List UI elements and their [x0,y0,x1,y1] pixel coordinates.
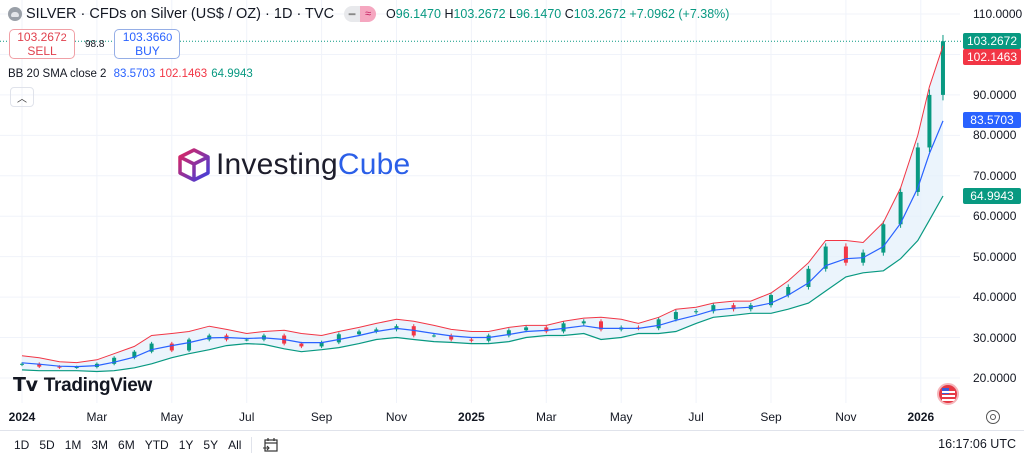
range-5d[interactable]: 5D [39,437,55,452]
us-flag-icon[interactable] [937,383,959,405]
candle [149,341,154,354]
calendar-icon[interactable] [262,436,280,454]
candle [694,309,699,315]
range-6m[interactable]: 6M [118,437,135,452]
candle [169,341,174,353]
gear-icon[interactable] [986,410,1000,424]
candle [673,309,678,322]
x-tick-label: 2025 [458,410,485,424]
bb-lower-tag: 64.9943 [963,188,1021,204]
candle [431,333,436,338]
candle [940,34,945,101]
bb-upper-line [21,45,944,364]
x-tick-label: 2024 [8,410,36,424]
bb-basis-tag: 83.5703 [963,112,1021,128]
x-tick-label: Nov [385,410,408,424]
buy-button[interactable]: 103.3660 BUY [114,29,181,59]
candle [806,265,811,290]
candle [187,337,192,353]
range-3m[interactable]: 3M [91,437,109,452]
range-1m[interactable]: 1M [64,437,82,452]
candle [469,337,474,343]
y-tick-label: 20.0000 [973,370,1017,385]
bottom-toolbar: 1D 5D 1M 3M 6M YTD 1Y 5Y All 16:17:06 UTC [0,430,1024,458]
candle [598,319,603,332]
x-tick-label: Mar [535,410,557,424]
candle [898,187,903,228]
candle [581,319,586,326]
tradingview-logo[interactable]: 𝗧𝘃 TradingView [13,374,153,397]
candle [823,243,828,272]
bb-basis-line [21,120,944,368]
candle [506,328,511,338]
candle [37,362,42,369]
x-tick-label: Jul [239,410,255,424]
y-tick-label: 90.0000 [973,87,1017,102]
investingcube-logo: Investing Cube [176,147,410,183]
y-tick-label: 30.0000 [973,330,1017,345]
range-all[interactable]: All [228,437,242,452]
x-tick-label: May [609,410,633,424]
range-selector: 1D 5D 1M 3M 6M YTD 1Y 5Y All [14,438,241,452]
candle [843,243,848,266]
sell-button[interactable]: 103.2672 SELL [9,29,75,59]
ohlc-values: O96.1470 H103.2672 L96.1470 C103.2672 +7… [386,7,730,21]
clock[interactable]: 16:17:06 UTC [938,437,1016,451]
change-value: +7.0962 (+7.38%) [629,7,730,21]
x-tick-label: Jul [688,410,704,424]
last-price-tag: 103.2672 [963,33,1021,49]
cube-icon [178,148,210,182]
candle [112,356,117,366]
candle [449,333,454,342]
candle [336,332,341,345]
legend-header: SILVER · CFDs on Silver (US$ / OZ) · 1D … [8,6,729,22]
candle [731,302,736,312]
candle [927,89,932,153]
candle [769,292,773,308]
candle [881,220,886,256]
x-tick-label: 2026 [907,410,935,424]
candle [656,317,661,331]
y-tick-label: 70.0000 [973,168,1017,183]
candle [319,340,324,349]
y-tick-label: 80.0000 [973,128,1017,143]
x-tick-label: Mar [86,410,108,424]
y-tick-label: 50.0000 [973,249,1017,264]
price-chart[interactable] [0,0,1024,430]
bb-upper-tag: 102.1463 [963,49,1021,65]
candle [374,327,379,334]
y-tick-label: 40.0000 [973,290,1017,305]
compare-icon[interactable]: ━ ≈ [344,6,377,22]
divider [251,436,253,453]
candle [711,302,716,314]
bb-indicator-legend[interactable]: BB 20 SMA close 2 83.5703 102.1463 64.9943 [8,68,253,80]
bb-lower-line [21,195,944,373]
x-tick-label: May [160,410,184,424]
chevron-up-icon[interactable]: ︿ [10,87,34,107]
candle [561,321,566,334]
symbol-title[interactable]: SILVER · CFDs on Silver (US$ / OZ) · 1D … [26,6,335,22]
range-5y[interactable]: 5Y [203,437,219,452]
x-tick-label: Sep [310,410,333,424]
trade-panel: 103.2672 SELL 98.8 103.3660 BUY [9,29,181,59]
candle [544,325,549,334]
spread-value: 98.8 [85,38,105,50]
silver-icon [8,7,22,21]
y-tick-label: 60.0000 [973,209,1017,224]
x-tick-label: Nov [835,410,857,424]
range-ytd[interactable]: YTD [144,437,169,452]
candles [20,34,945,369]
range-1d[interactable]: 1D [14,437,30,452]
x-tick-label: Sep [760,410,782,424]
range-1y[interactable]: 1Y [178,437,194,452]
y-tick-label: 110.0000 [973,7,1023,21]
